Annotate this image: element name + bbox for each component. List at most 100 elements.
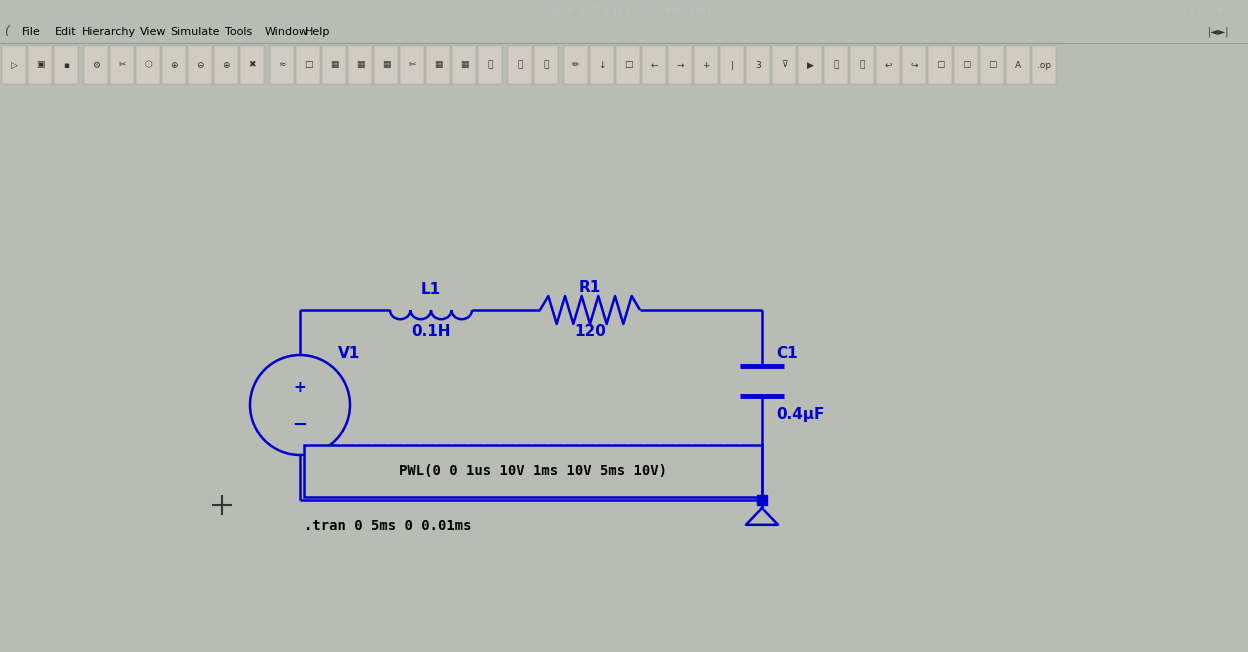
Text: ✋: ✋ xyxy=(834,61,839,70)
Bar xyxy=(84,46,109,84)
Bar xyxy=(902,46,926,84)
Bar xyxy=(452,46,475,84)
Bar xyxy=(746,46,770,84)
Bar xyxy=(478,46,502,84)
Bar xyxy=(2,46,26,84)
Bar xyxy=(876,46,900,84)
Text: ⊕: ⊕ xyxy=(170,61,177,70)
Bar xyxy=(54,46,77,84)
Text: L1: L1 xyxy=(421,282,441,297)
Text: ←: ← xyxy=(650,61,658,70)
Text: Hierarchy: Hierarchy xyxy=(82,27,136,37)
Text: ▷: ▷ xyxy=(10,61,17,70)
Bar xyxy=(27,46,52,84)
Bar xyxy=(110,46,134,84)
Bar xyxy=(824,46,847,84)
Bar xyxy=(188,46,212,84)
Text: |: | xyxy=(730,61,734,70)
Bar xyxy=(426,46,451,84)
Text: □: □ xyxy=(303,61,312,70)
Text: Simulate: Simulate xyxy=(170,27,220,37)
Bar xyxy=(797,46,822,84)
Bar xyxy=(534,46,558,84)
Text: View: View xyxy=(140,27,166,37)
Text: 120: 120 xyxy=(574,325,607,340)
Text: ✋: ✋ xyxy=(860,61,865,70)
Text: ⬡: ⬡ xyxy=(144,61,152,70)
Text: ↓: ↓ xyxy=(598,61,605,70)
Text: (: ( xyxy=(4,25,9,38)
Text: ▢: ▢ xyxy=(936,61,945,70)
Bar xyxy=(641,46,666,84)
Bar xyxy=(162,46,186,84)
Bar xyxy=(322,46,346,84)
FancyBboxPatch shape xyxy=(305,445,763,497)
Text: ↩: ↩ xyxy=(885,61,892,70)
Text: ▪: ▪ xyxy=(62,61,69,70)
Text: A: A xyxy=(1015,61,1021,70)
Text: ✂: ✂ xyxy=(408,61,416,70)
Text: C1: C1 xyxy=(776,346,797,361)
Text: V1: V1 xyxy=(338,346,361,361)
Bar xyxy=(590,46,614,84)
Bar xyxy=(348,46,372,84)
Bar xyxy=(980,46,1003,84)
Text: ✂: ✂ xyxy=(119,61,126,70)
Text: ▦: ▦ xyxy=(329,61,338,70)
Text: ▦: ▦ xyxy=(434,61,442,70)
Text: +: + xyxy=(703,61,710,70)
Text: Tools: Tools xyxy=(225,27,252,37)
Text: ─: ─ xyxy=(1154,6,1162,16)
Text: 3: 3 xyxy=(755,61,761,70)
Bar xyxy=(929,46,952,84)
Text: 🖨: 🖨 xyxy=(543,61,549,70)
Bar xyxy=(136,46,160,84)
Text: ≈: ≈ xyxy=(278,61,286,70)
Text: ▦: ▦ xyxy=(459,61,468,70)
Text: Edit: Edit xyxy=(55,27,76,37)
Text: |◄►|: |◄►| xyxy=(1208,27,1229,37)
Text: PWL(0 0 1us 10V 1ms 10V 5ms 10V): PWL(0 0 1us 10V 1ms 10V 5ms 10V) xyxy=(399,464,666,478)
Bar xyxy=(773,46,796,84)
Bar xyxy=(953,46,978,84)
Text: ⚙: ⚙ xyxy=(92,61,100,70)
Bar xyxy=(564,46,588,84)
Text: ▣: ▣ xyxy=(36,61,44,70)
Text: ▶: ▶ xyxy=(806,61,814,70)
Bar xyxy=(1006,46,1030,84)
Bar xyxy=(668,46,691,84)
Text: File: File xyxy=(22,27,41,37)
Bar xyxy=(374,46,398,84)
Text: □: □ xyxy=(1183,6,1193,16)
Text: ⊕: ⊕ xyxy=(222,61,230,70)
Bar xyxy=(213,46,238,84)
Text: Window: Window xyxy=(265,27,310,37)
Text: +: + xyxy=(293,379,306,394)
Text: ▢: ▢ xyxy=(987,61,996,70)
Text: LTspice XVII • [E2-RLC-tran.asc]: LTspice XVII • [E2-RLC-tran.asc] xyxy=(537,6,711,16)
Text: 🖨: 🖨 xyxy=(518,61,523,70)
Text: ⊖: ⊖ xyxy=(196,61,203,70)
Text: −: − xyxy=(292,416,307,434)
Bar xyxy=(240,46,265,84)
Text: .op: .op xyxy=(1037,61,1051,70)
Text: ✖: ✖ xyxy=(248,61,256,70)
Text: 0.4μF: 0.4μF xyxy=(776,406,825,421)
Text: □: □ xyxy=(624,61,633,70)
Text: ⊽: ⊽ xyxy=(781,61,787,70)
Bar xyxy=(617,46,640,84)
Bar xyxy=(720,46,744,84)
Text: 0.1H: 0.1H xyxy=(412,325,451,340)
Text: ▢: ▢ xyxy=(962,61,970,70)
Text: ▦: ▦ xyxy=(356,61,364,70)
Text: 🔍: 🔍 xyxy=(487,61,493,70)
Bar xyxy=(694,46,718,84)
Text: ↪: ↪ xyxy=(910,61,917,70)
Text: ▦: ▦ xyxy=(382,61,391,70)
Bar xyxy=(850,46,874,84)
Bar xyxy=(296,46,319,84)
Bar xyxy=(1032,46,1056,84)
Bar xyxy=(508,46,532,84)
Text: .tran 0 5ms 0 0.01ms: .tran 0 5ms 0 0.01ms xyxy=(305,519,472,533)
Text: ✏: ✏ xyxy=(573,61,580,70)
